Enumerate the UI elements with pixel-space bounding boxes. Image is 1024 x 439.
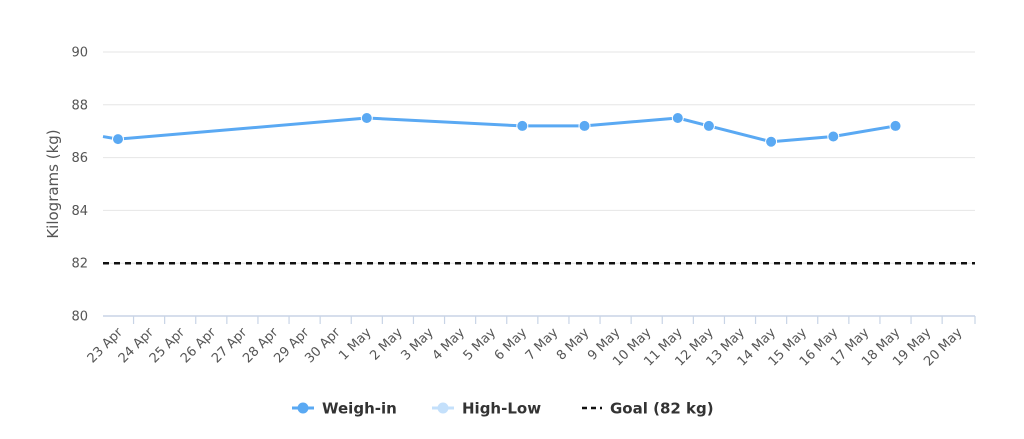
legend-label: Weigh-in — [322, 400, 397, 418]
legend-marker — [297, 402, 309, 414]
weigh-in-point[interactable] — [112, 133, 124, 146]
x-tick-label: 7 May — [523, 325, 562, 364]
legend-label: Goal (82 kg) — [610, 400, 714, 418]
legend-item-weigh-in[interactable]: Weigh-in — [292, 400, 397, 418]
x-tick-label: 1 May — [336, 325, 375, 364]
weigh-in-point[interactable] — [360, 112, 373, 124]
y-tick-label: 82 — [71, 257, 88, 272]
weigh-in-point[interactable] — [516, 119, 529, 132]
x-tick-label: 2 May — [367, 325, 406, 364]
legend-marker — [437, 402, 449, 414]
legend-label: High-Low — [462, 400, 541, 418]
x-tick-label: 8 May — [554, 325, 593, 364]
x-tick-label: 3 May — [398, 325, 437, 364]
x-tick-label: 5 May — [461, 325, 500, 364]
legend-item-high-low[interactable]: High-Low — [432, 400, 541, 418]
x-tick-label: 4 May — [430, 325, 469, 364]
y-tick-label: 80 — [71, 310, 88, 325]
weigh-in-point[interactable] — [702, 119, 715, 132]
y-tick-label: 86 — [71, 151, 88, 166]
legend: Weigh-in High-Low Goal (82 kg) — [292, 400, 714, 418]
weigh-in-point[interactable] — [765, 135, 778, 148]
y-tick-label: 90 — [71, 46, 88, 61]
x-tick-label: 30 Apr — [302, 325, 344, 367]
weigh-in-point[interactable] — [889, 119, 902, 132]
grid — [103, 51, 975, 264]
legend-item-goal[interactable]: Goal (82 kg) — [582, 400, 714, 418]
x-tick-label: 6 May — [492, 325, 531, 364]
y-tick-label: 84 — [71, 204, 88, 219]
y-axis-label: Kilograms (kg) — [44, 129, 62, 238]
weigh-in-series — [102, 112, 902, 148]
weigh-in-line — [102, 116, 896, 144]
weigh-in-point[interactable] — [827, 130, 840, 143]
y-tick-label: 88 — [71, 98, 88, 113]
weigh-in-point[interactable] — [671, 112, 684, 124]
y-axis: 80 82 84 86 88 90 — [71, 46, 88, 325]
weigh-in-point[interactable] — [578, 119, 591, 132]
